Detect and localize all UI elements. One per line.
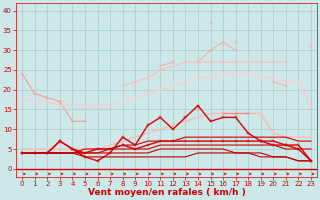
X-axis label: Vent moyen/en rafales ( km/h ): Vent moyen/en rafales ( km/h ) — [88, 188, 245, 197]
